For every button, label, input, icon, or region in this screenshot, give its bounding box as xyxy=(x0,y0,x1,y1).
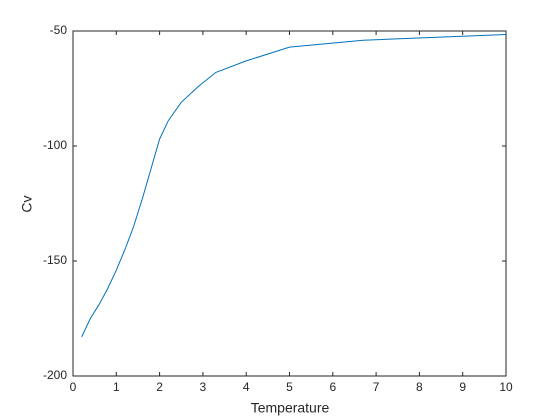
y-axis-label: Cv xyxy=(19,195,35,212)
x-tick-label: 0 xyxy=(70,380,77,394)
x-tick-label: 10 xyxy=(499,380,513,394)
x-tick-label: 6 xyxy=(329,380,336,394)
x-tick-label: 4 xyxy=(243,380,250,394)
y-tick-label: -150 xyxy=(43,253,67,267)
x-axis-label: Temperature xyxy=(251,400,330,416)
y-tick-label: -200 xyxy=(43,368,67,382)
y-tick-label: -50 xyxy=(50,23,68,37)
x-tick-label: 9 xyxy=(459,380,466,394)
x-tick-label: 5 xyxy=(286,380,293,394)
plot-box xyxy=(72,30,507,377)
x-tick-label: 2 xyxy=(156,380,163,394)
x-tick-label: 1 xyxy=(113,380,120,394)
y-tick-label: -100 xyxy=(43,138,67,152)
x-tick-label: 8 xyxy=(416,380,423,394)
x-tick-label: 3 xyxy=(200,380,207,394)
data-line xyxy=(81,33,507,338)
x-tick-label: 7 xyxy=(373,380,380,394)
